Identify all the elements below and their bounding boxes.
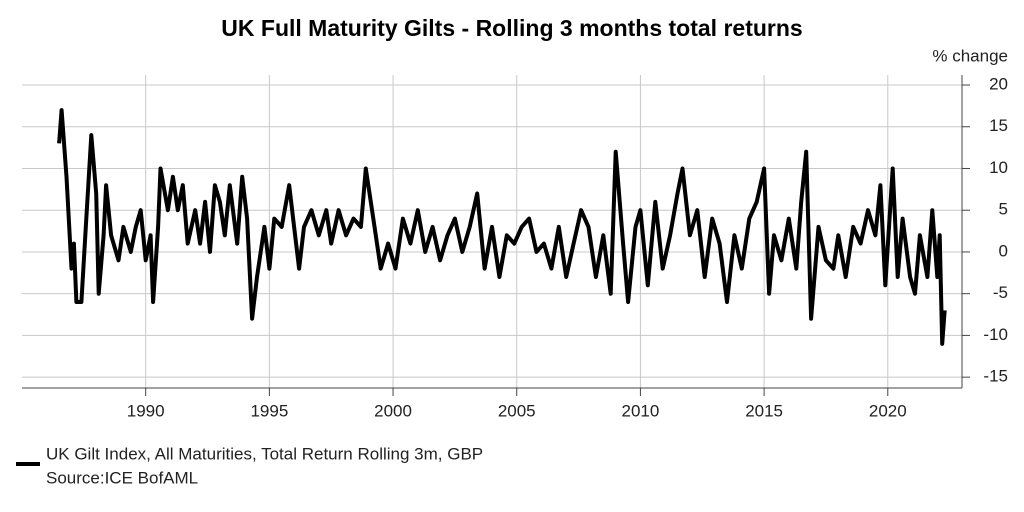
data-line <box>57 108 947 346</box>
x-tick-label: 2010 <box>622 401 660 420</box>
y-tick-label: 0 <box>999 241 1008 260</box>
y-tick-label: -5 <box>993 283 1008 302</box>
x-tick-label: 2020 <box>869 401 907 420</box>
y-tick-label: 15 <box>989 116 1008 135</box>
x-tick-label: 2015 <box>745 401 783 420</box>
x-tick-label: 1990 <box>127 401 165 420</box>
legend-label: UK Gilt Index, All Maturities, Total Ret… <box>46 444 483 463</box>
y-tick-label: 10 <box>989 158 1008 177</box>
x-tick-label: 1995 <box>250 401 288 420</box>
x-tick-label: 2000 <box>374 401 412 420</box>
y-tick-label: -10 <box>983 325 1008 344</box>
source-note: Source:ICE BofAML <box>46 468 198 487</box>
x-tick-label: 2005 <box>498 401 536 420</box>
y-tick-label: -15 <box>983 367 1008 386</box>
y-tick-label: 20 <box>989 75 1008 94</box>
y-axis-label: % change <box>932 46 1008 65</box>
chart-title: UK Full Maturity Gilts - Rolling 3 month… <box>221 15 802 41</box>
y-tick-label: 5 <box>999 200 1008 219</box>
